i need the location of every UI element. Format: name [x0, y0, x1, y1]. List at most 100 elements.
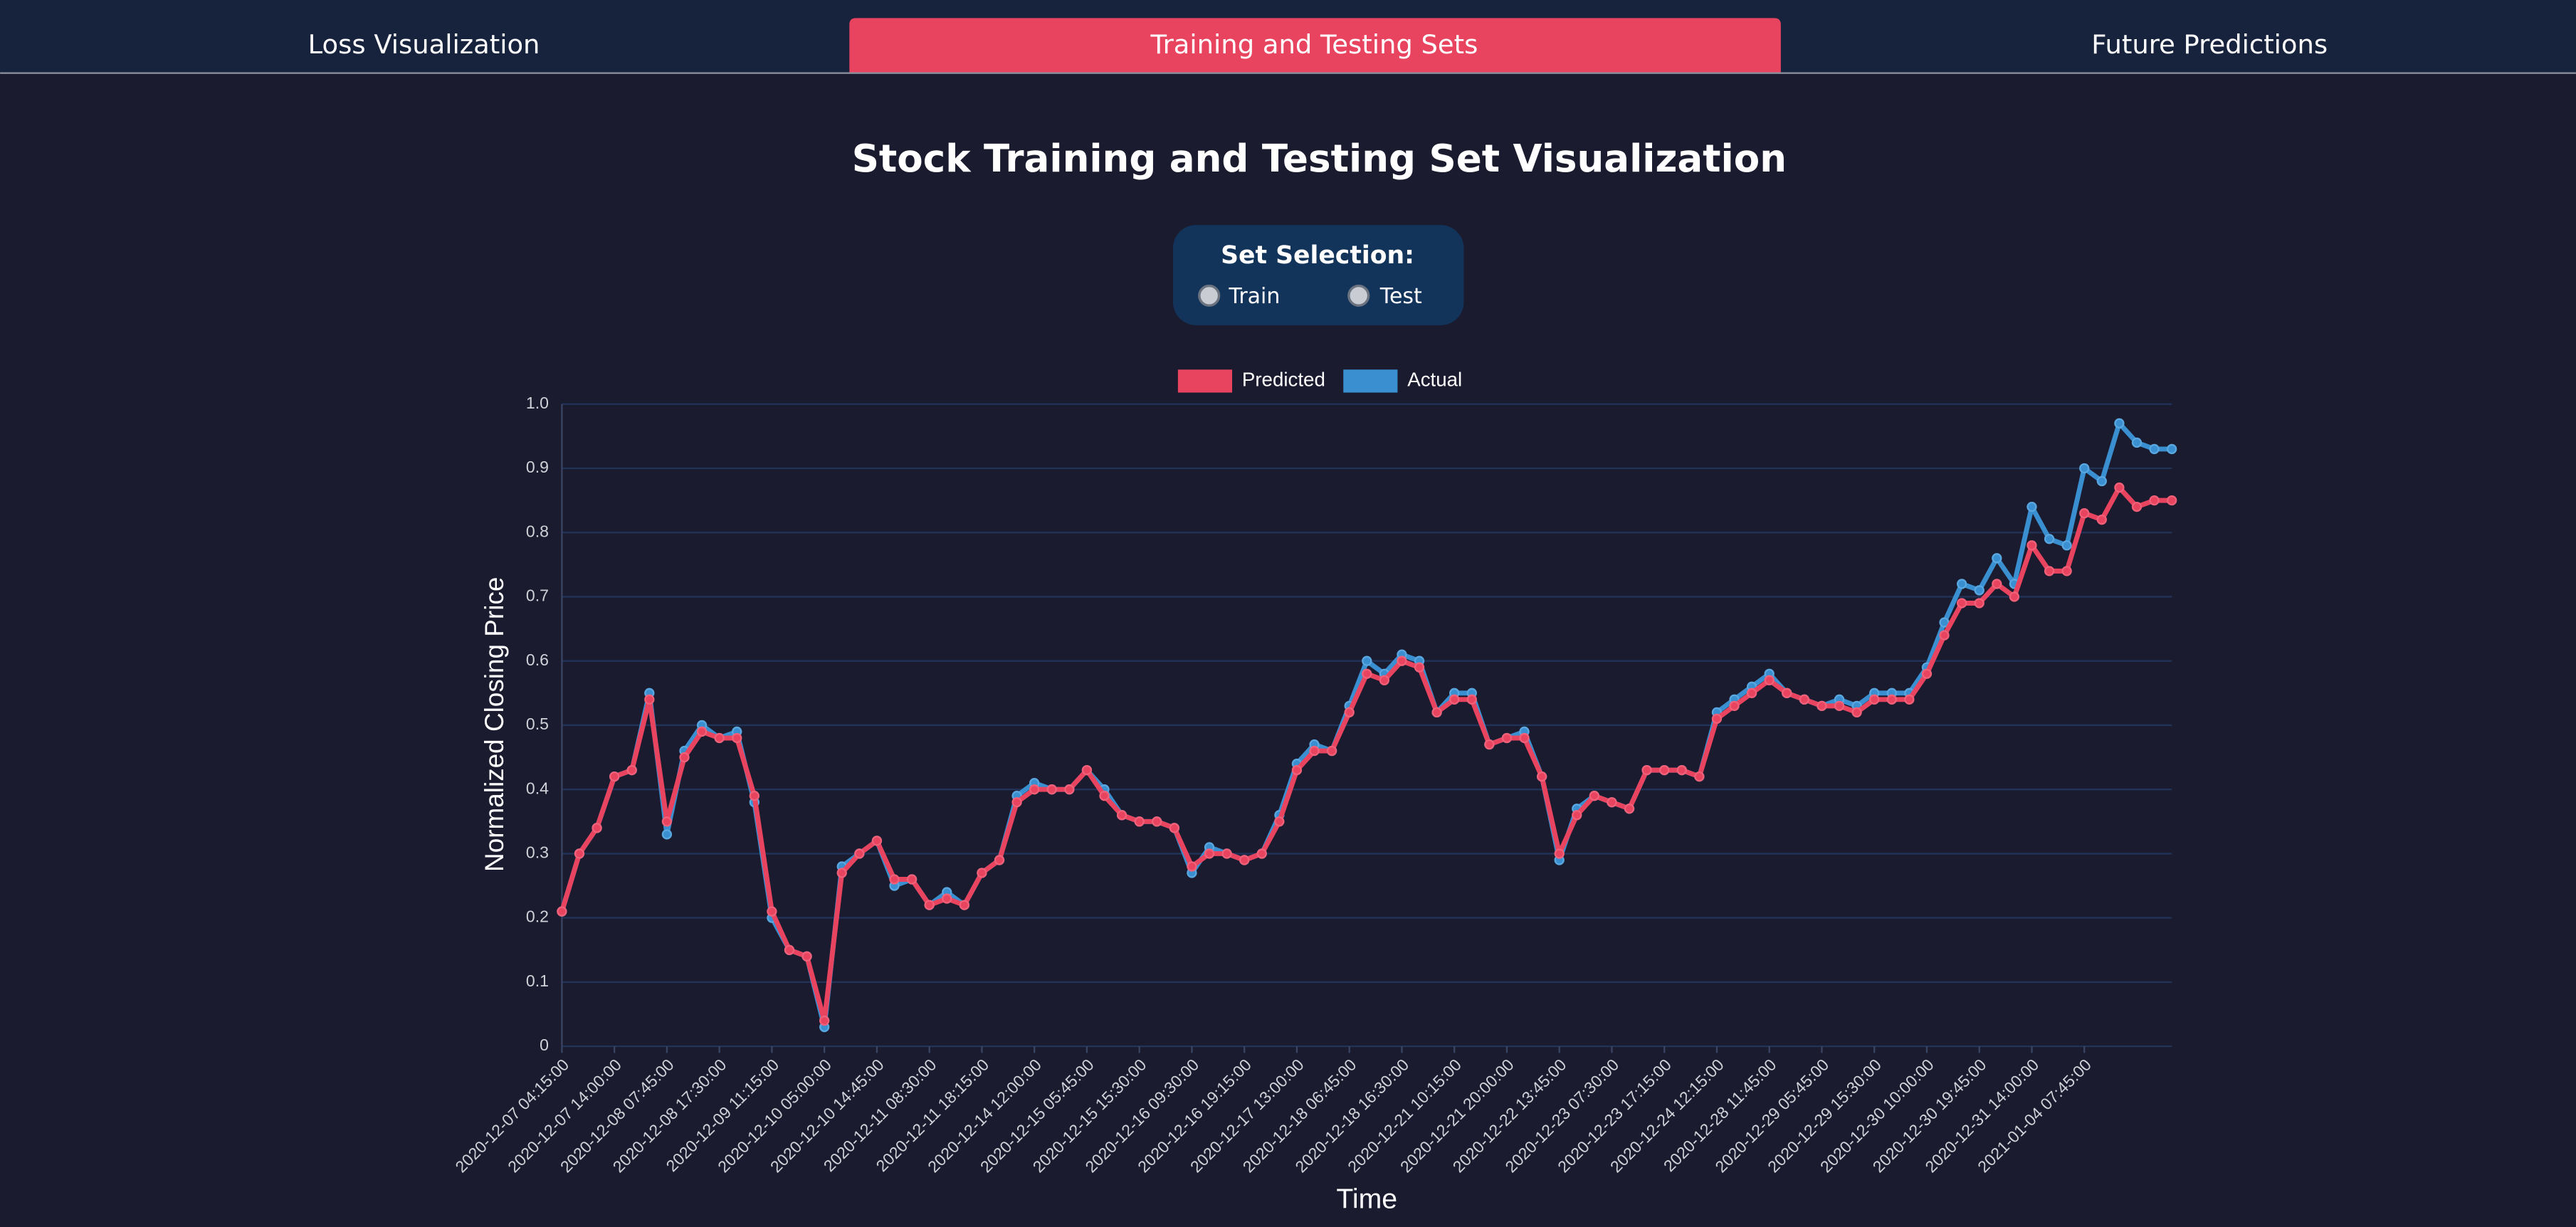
- point: [959, 900, 969, 910]
- point: [2131, 501, 2143, 512]
- point: [1379, 675, 1390, 685]
- legend-label: Actual: [1407, 369, 1462, 391]
- y-tick-label: 0.2: [526, 907, 549, 926]
- point: [574, 848, 585, 859]
- point: [1466, 694, 1477, 705]
- point: [1221, 848, 1232, 859]
- x-axis-label: Time: [1336, 1183, 1397, 1214]
- point: [1501, 732, 1513, 744]
- point: [1204, 848, 1215, 859]
- selector-box: [1172, 225, 1464, 325]
- point: [977, 868, 987, 878]
- point: [2044, 534, 2055, 544]
- point: [1081, 764, 1093, 776]
- point: [784, 944, 795, 955]
- point: [1641, 764, 1652, 776]
- point: [1484, 739, 1495, 750]
- point: [1694, 771, 1705, 782]
- legend-label: Predicted: [1242, 369, 1325, 391]
- point: [1326, 745, 1337, 757]
- point: [1519, 732, 1530, 744]
- point: [1397, 655, 1407, 666]
- point: [1152, 816, 1162, 827]
- legend-swatch: [1343, 369, 1398, 393]
- point: [1817, 700, 1827, 712]
- point: [714, 732, 725, 744]
- point: [644, 694, 655, 705]
- point: [609, 771, 620, 782]
- point: [661, 816, 673, 827]
- point: [1187, 861, 1197, 872]
- legend-swatch: [1177, 369, 1233, 393]
- radio-label[interactable]: Train: [1228, 284, 1280, 309]
- point: [1362, 668, 1372, 679]
- radio[interactable]: [1198, 284, 1221, 307]
- point: [749, 791, 759, 801]
- tab[interactable]: Loss Visualization: [308, 29, 540, 60]
- point: [1869, 694, 1880, 705]
- point: [1169, 823, 1180, 833]
- point: [2096, 515, 2107, 525]
- series: [557, 482, 2177, 1026]
- radio[interactable]: [1347, 284, 1370, 307]
- point: [1572, 810, 1582, 821]
- point: [1956, 579, 1967, 589]
- point: [1449, 694, 1460, 705]
- tab[interactable]: Training and Testing Sets: [1150, 29, 1478, 60]
- point: [2061, 566, 2072, 576]
- point: [994, 855, 1005, 865]
- point: [2009, 591, 2020, 602]
- point: [1974, 585, 1984, 596]
- point: [1764, 675, 1775, 685]
- point: [1362, 655, 1372, 666]
- point: [626, 764, 637, 776]
- point: [1414, 662, 1425, 673]
- point: [1729, 700, 1740, 712]
- point: [1344, 707, 1355, 718]
- y-tick-label: 0.5: [526, 715, 549, 733]
- point: [1956, 598, 1967, 609]
- point: [1134, 816, 1145, 827]
- y-tick-label: 0: [540, 1036, 549, 1054]
- point: [2131, 437, 2143, 448]
- active-tab[interactable]: [849, 18, 1781, 73]
- point: [1851, 707, 1862, 718]
- y-tick-label: 0.6: [526, 651, 549, 669]
- point: [732, 732, 742, 744]
- point: [1536, 771, 1547, 782]
- point: [1431, 707, 1442, 718]
- point: [1256, 848, 1267, 859]
- point: [1011, 797, 1022, 808]
- point: [1046, 784, 1057, 795]
- point: [1309, 745, 1320, 757]
- point: [1659, 764, 1670, 776]
- point: [2149, 495, 2160, 506]
- point: [1116, 810, 1127, 821]
- point: [1589, 791, 1600, 801]
- point: [1554, 848, 1565, 859]
- point: [1291, 764, 1303, 776]
- point: [1607, 797, 1617, 808]
- point: [661, 829, 673, 840]
- point: [836, 868, 847, 878]
- point: [2096, 475, 2107, 487]
- point: [1799, 694, 1810, 705]
- point: [889, 874, 900, 885]
- point: [1904, 694, 1915, 705]
- radio-label[interactable]: Test: [1379, 284, 1422, 309]
- point: [1782, 688, 1792, 698]
- chart-title: Stock Training and Testing Set Visualiza…: [852, 137, 1787, 181]
- point: [2044, 566, 2055, 576]
- point: [801, 951, 812, 962]
- point: [819, 1015, 830, 1026]
- point: [1992, 553, 2002, 564]
- y-tick-label: 0.1: [526, 971, 549, 990]
- tab[interactable]: Future Predictions: [2091, 29, 2328, 60]
- point: [2079, 507, 2090, 519]
- point: [1886, 694, 1897, 705]
- point: [1939, 630, 1950, 641]
- point: [679, 752, 690, 763]
- point: [2166, 443, 2177, 455]
- y-tick-label: 0.3: [526, 843, 549, 862]
- point: [871, 836, 883, 846]
